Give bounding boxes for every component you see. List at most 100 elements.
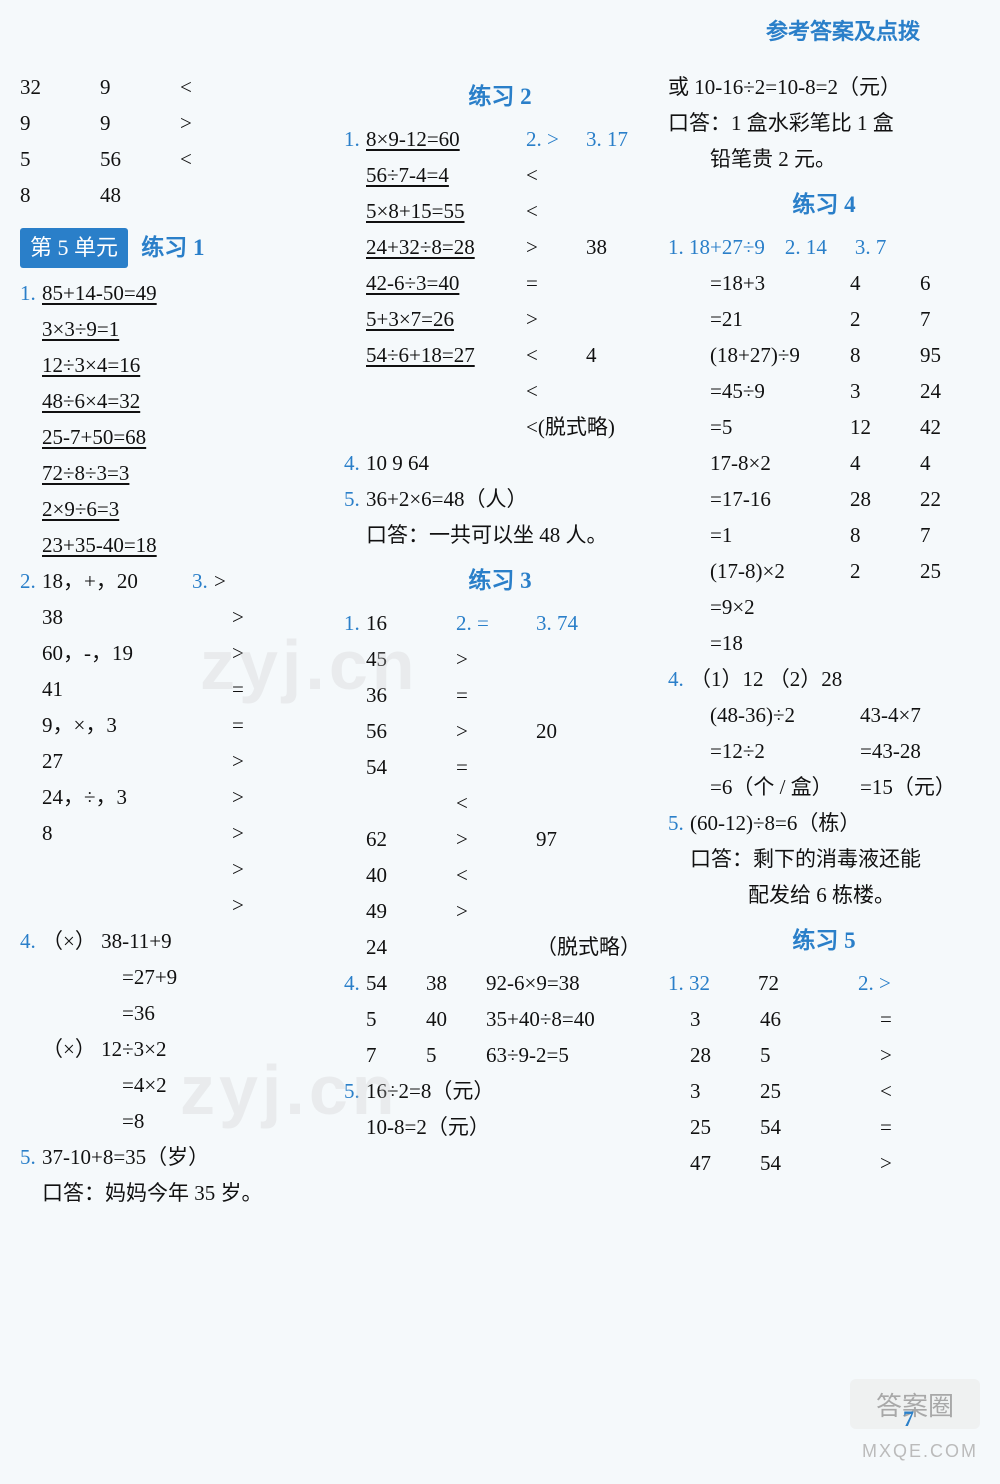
p3r3c0: 56 bbox=[366, 714, 456, 749]
p4r8c0: (17-8)×2 bbox=[710, 554, 850, 589]
c1t-r2c1: 56 bbox=[100, 142, 180, 177]
p3r3c1: > bbox=[456, 714, 536, 749]
c1-q2q3: 2.18，+，203.> 38> 60，-，19> 41= 9，×，3= 27>… bbox=[20, 564, 332, 924]
c1q4-l0: （×） 38-11+9 bbox=[42, 924, 172, 959]
footer-badge: 答案圈 bbox=[850, 1379, 980, 1429]
c1q2-r1: 38 bbox=[42, 600, 192, 635]
p3r2c1: = bbox=[456, 678, 536, 713]
p4r2c0: (18+27)÷9 bbox=[710, 338, 850, 373]
p2r5c1: > bbox=[526, 302, 586, 337]
p3r2c0: 36 bbox=[366, 678, 456, 713]
p4h2: 3. 7 bbox=[855, 230, 887, 265]
c1-q3-num: 3. bbox=[192, 564, 214, 599]
p4r7c0: =1 bbox=[710, 518, 850, 553]
p4r7c1: 8 bbox=[850, 518, 920, 553]
p2-q2: 2. > bbox=[526, 122, 586, 157]
p4-q4-head: （1）12 （2）28 bbox=[690, 662, 842, 697]
p4r5c2: 4 bbox=[920, 446, 931, 481]
p4-q5-num: 5. bbox=[668, 806, 690, 841]
c1-q2-num: 2. bbox=[20, 564, 42, 599]
p4-q4-num: 4. bbox=[668, 662, 690, 697]
c1t-r2c0: 5 bbox=[20, 142, 100, 177]
p3r1c1: > bbox=[456, 642, 536, 677]
p5h0: 1. 32 bbox=[668, 966, 758, 1001]
c1-q1-num: 1. bbox=[20, 276, 42, 311]
p2r8c1: <(脱式略) bbox=[526, 410, 615, 445]
p3q4r0c2: 92-6×9=38 bbox=[486, 966, 580, 1001]
c1q3-r4: = bbox=[232, 708, 244, 743]
p4r4c0: =5 bbox=[710, 410, 850, 445]
p3r7c1: < bbox=[456, 858, 536, 893]
p2-q5-expr: 36+2×6=48（人） bbox=[366, 482, 528, 517]
p3-q4-num: 4. bbox=[344, 966, 366, 1001]
c1q5-expr: 37-10+8=35（岁） bbox=[42, 1140, 209, 1175]
c1t-r3c0: 8 bbox=[20, 178, 100, 213]
p3-q5-num: 5. bbox=[344, 1074, 366, 1109]
p3-title: 练习 3 bbox=[344, 562, 656, 600]
p5r4c2: > bbox=[880, 1146, 892, 1181]
p4q4r2c1: =15（元） bbox=[860, 770, 956, 805]
p5r2c1: 25 bbox=[760, 1074, 880, 1109]
p4r3c0: =45÷9 bbox=[710, 374, 850, 409]
p4q5-a1: 口答：剩下的消毒液还能 bbox=[690, 842, 921, 877]
c1q2-r7: 8 bbox=[42, 816, 192, 851]
c1-q5: 5.37-10+8=35（岁） 口答：妈妈今年 35 岁。 bbox=[20, 1140, 332, 1212]
p3q4r2c2: 63÷9-2=5 bbox=[486, 1038, 569, 1073]
p3r0c0: 16 bbox=[366, 606, 456, 641]
p2r4c0: 42-6÷3=40 bbox=[366, 266, 526, 301]
c1q2-r4: 9，×，3 bbox=[42, 708, 192, 743]
p4r1c1: 2 bbox=[850, 302, 920, 337]
p4q4r2c0: =6（个 / 盒） bbox=[710, 770, 860, 805]
p2r2c1: < bbox=[526, 194, 586, 229]
p4r6c2: 22 bbox=[920, 482, 941, 517]
p5h1: 72 bbox=[758, 966, 858, 1001]
unit5-heading: 第 5 单元 练习 1 bbox=[20, 228, 332, 268]
page-number: 7 bbox=[903, 1406, 914, 1432]
c1q2-r5: 27 bbox=[42, 744, 192, 779]
p3r6c1: > bbox=[456, 822, 536, 857]
p4q5-expr: (60-12)÷8=6（栋） bbox=[690, 806, 860, 841]
p2-q5-ans: 口答：一共可以坐 48 人。 bbox=[366, 518, 608, 553]
c1-q1-l3: 48÷6×4=32 bbox=[42, 384, 140, 419]
c1q3-r5: > bbox=[232, 744, 244, 779]
p2r2c0: 5×8+15=55 bbox=[366, 194, 526, 229]
c1t-r1c1: 9 bbox=[100, 106, 180, 141]
c1-q1: 1.85+14-50=49 3×3÷9=1 12÷3×4=16 48÷6×4=3… bbox=[20, 276, 332, 564]
p4r5c1: 4 bbox=[850, 446, 920, 481]
p5r0c1: 46 bbox=[760, 1002, 880, 1037]
p3r9c2: （脱式略） bbox=[536, 930, 641, 965]
c1-q1-l1: 3×3÷9=1 bbox=[42, 312, 119, 347]
p2r3c0: 24+32÷8=28 bbox=[366, 230, 526, 265]
p4r10c0: =18 bbox=[710, 626, 850, 661]
p2-q3: 3. 17 bbox=[586, 122, 628, 157]
c1t-r2c2: < bbox=[180, 142, 192, 177]
c1-q5-num: 5. bbox=[20, 1140, 42, 1175]
c3-top2: 口答：1 盒水彩笔比 1 盒 bbox=[668, 106, 894, 141]
p2r6c1: < bbox=[526, 338, 586, 373]
c1q2-r6: 24，÷，3 bbox=[42, 780, 192, 815]
p3q4r1c1: 40 bbox=[426, 1002, 486, 1037]
column-left: 329< 99> 556< 848 第 5 单元 练习 1 1.85+14-50… bbox=[20, 70, 332, 1444]
p4r1c2: 7 bbox=[920, 302, 931, 337]
p4r3c2: 24 bbox=[920, 374, 941, 409]
p3r3c2: 20 bbox=[536, 714, 557, 749]
p3q5-l1: 16÷2=8（元） bbox=[366, 1074, 494, 1109]
p4r4c2: 42 bbox=[920, 410, 941, 445]
p3-q3: 3. 74 bbox=[536, 606, 578, 641]
p2r1c1: < bbox=[526, 158, 586, 193]
c1q3-r8: > bbox=[232, 852, 244, 887]
p4q4r0c1: 43-4×7 bbox=[860, 698, 921, 733]
p3r8c1: > bbox=[456, 894, 536, 929]
p2-q4: 10 9 64 bbox=[366, 446, 429, 481]
c1t-r1c2: > bbox=[180, 106, 192, 141]
c1-q4-num: 4. bbox=[20, 924, 42, 959]
p3r7c0: 40 bbox=[366, 858, 456, 893]
p4r5c0: 17-8×2 bbox=[710, 446, 850, 481]
p4r8c2: 25 bbox=[920, 554, 941, 589]
p5r4c0: 47 bbox=[690, 1146, 760, 1181]
p4r9c0: =9×2 bbox=[710, 590, 850, 625]
p4q4r1c0: =12÷2 bbox=[710, 734, 860, 769]
p3q4r1c0: 5 bbox=[366, 1002, 426, 1037]
p5r1c0: 28 bbox=[690, 1038, 760, 1073]
c1t-r0c2: < bbox=[180, 70, 192, 105]
